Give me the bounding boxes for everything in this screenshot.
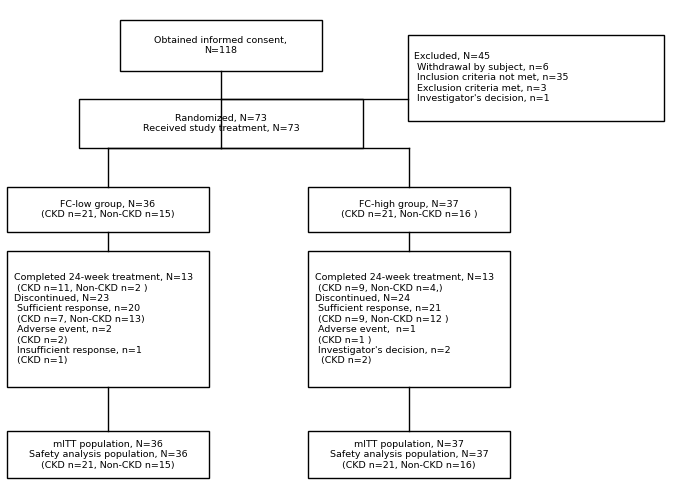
FancyBboxPatch shape	[120, 20, 322, 71]
Text: Obtained informed consent,
N=118: Obtained informed consent, N=118	[155, 36, 287, 55]
FancyBboxPatch shape	[7, 187, 209, 232]
FancyBboxPatch shape	[79, 99, 363, 148]
Text: Excluded, N=45
 Withdrawal by subject, n=6
 Inclusion criteria not met, n=35
 Ex: Excluded, N=45 Withdrawal by subject, n=…	[414, 52, 569, 103]
Text: FC-low group, N=36
(CKD n=21, Non-CKD n=15): FC-low group, N=36 (CKD n=21, Non-CKD n=…	[41, 200, 175, 219]
FancyBboxPatch shape	[7, 431, 209, 478]
FancyBboxPatch shape	[308, 431, 510, 478]
Text: mITT population, N=36
Safety analysis population, N=36
(CKD n=21, Non-CKD n=15): mITT population, N=36 Safety analysis po…	[29, 440, 187, 470]
Text: FC-high group, N=37
(CKD n=21, Non-CKD n=16 ): FC-high group, N=37 (CKD n=21, Non-CKD n…	[341, 200, 477, 219]
Text: Completed 24-week treatment, N=13
 (CKD n=11, Non-CKD n=2 )
Discontinued, N=23
 : Completed 24-week treatment, N=13 (CKD n…	[14, 273, 192, 365]
Text: Randomized, N=73
Received study treatment, N=73: Randomized, N=73 Received study treatmen…	[142, 113, 299, 133]
FancyBboxPatch shape	[308, 251, 510, 387]
FancyBboxPatch shape	[308, 187, 510, 232]
FancyBboxPatch shape	[7, 251, 209, 387]
Text: mITT population, N=37
Safety analysis population, N=37
(CKD n=21, Non-CKD n=16): mITT population, N=37 Safety analysis po…	[330, 440, 488, 470]
FancyBboxPatch shape	[408, 35, 664, 121]
Text: Completed 24-week treatment, N=13
 (CKD n=9, Non-CKD n=4,)
Discontinued, N=24
 S: Completed 24-week treatment, N=13 (CKD n…	[315, 273, 494, 365]
